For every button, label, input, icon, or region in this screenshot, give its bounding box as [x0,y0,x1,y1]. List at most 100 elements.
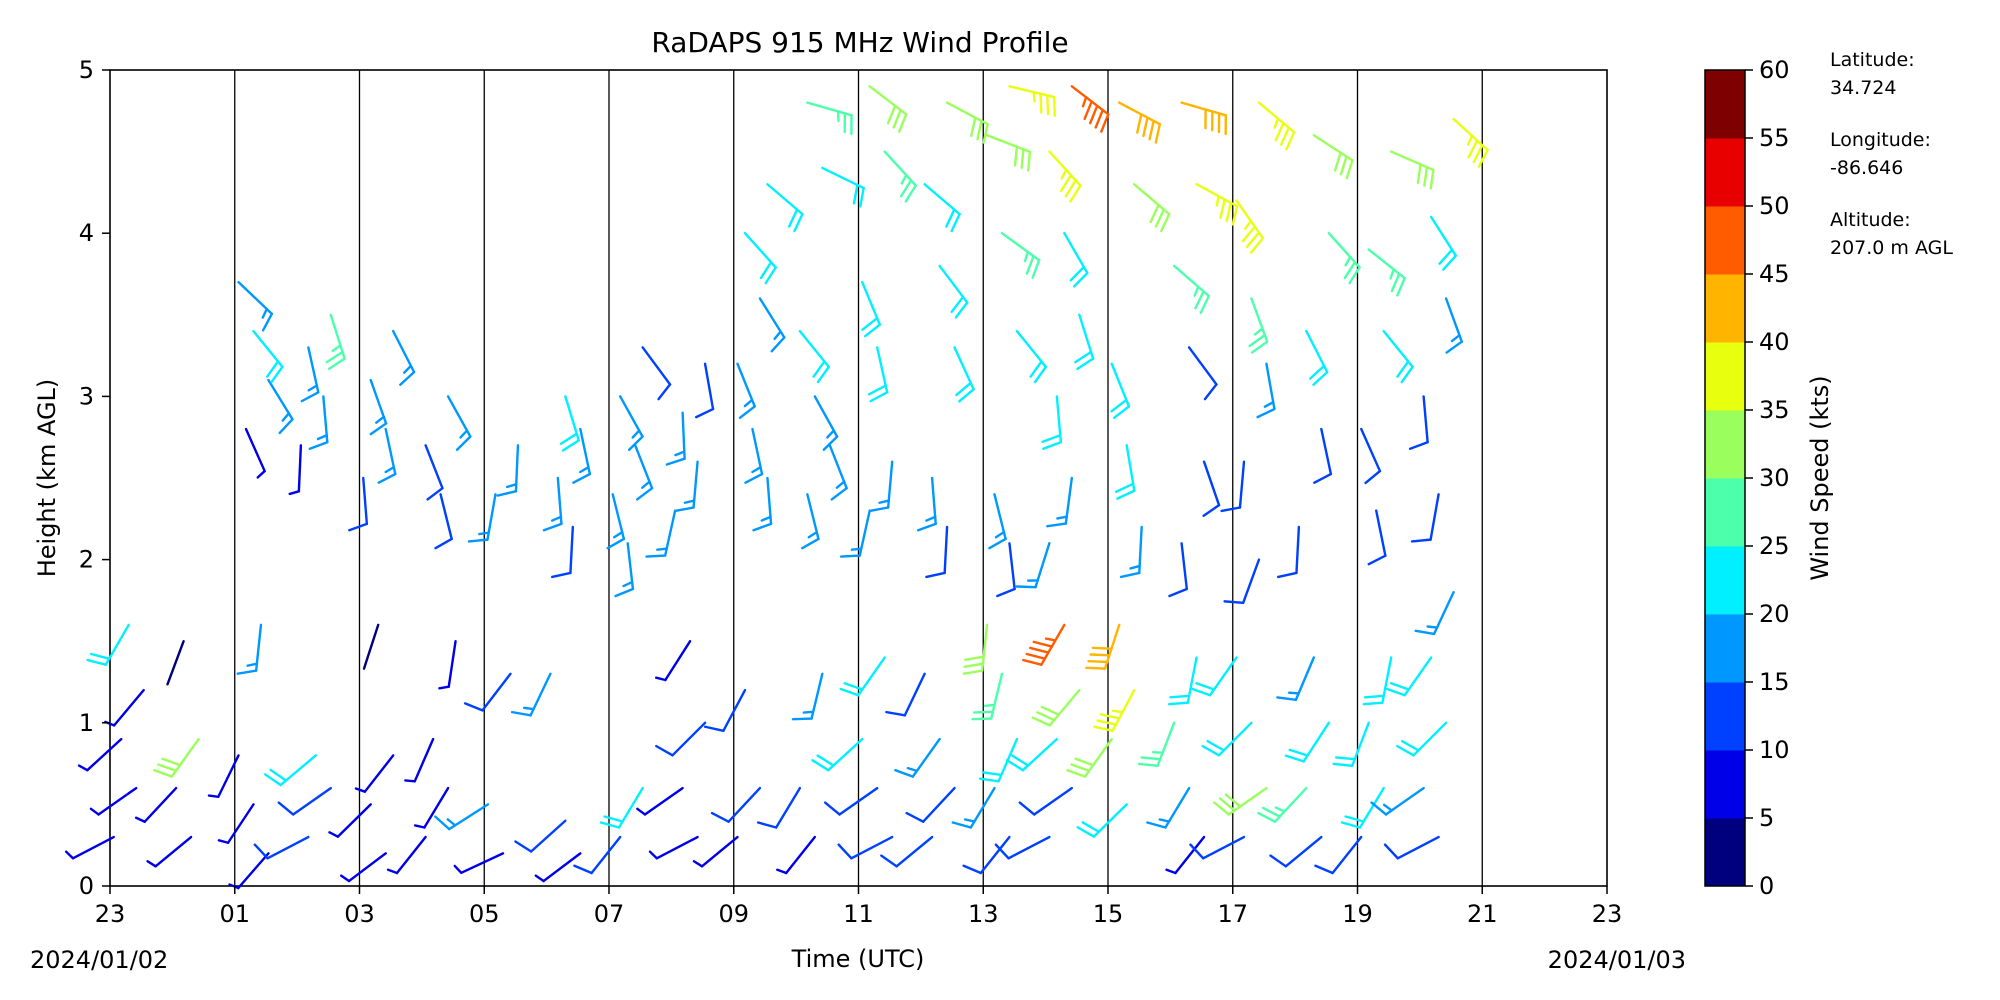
barb-feather [1046,522,1068,528]
barb-feather [1218,797,1236,812]
barb-feather [1396,360,1410,378]
wind-barb [1063,231,1089,288]
barb-feather [950,212,961,233]
wind-barb [1022,623,1066,666]
barb-shaft [850,835,894,860]
barb-feather [399,370,416,386]
wind-barb [791,672,824,721]
barb-feather [1410,538,1432,543]
barb-feather [823,801,841,816]
barb-feather [1213,801,1230,816]
wind-barb [1146,786,1191,829]
colorbar-tick-label: 20 [1759,600,1790,628]
wind-barb [736,362,756,419]
barb-half-feather [446,818,457,827]
wind-barb [207,754,240,798]
barb-shaft [237,852,270,890]
barb-feather [1276,696,1298,702]
barb-half-feather [534,874,545,883]
wind-barb [648,835,699,860]
barb-shaft [838,786,879,816]
barb-feather [1472,144,1484,164]
barb-feather [898,113,908,133]
colorbar-tick-label: 40 [1759,328,1790,356]
barb-feather [1137,762,1159,767]
barb-shaft [1320,427,1333,476]
barb-feather [1438,248,1454,265]
barb-feather [1363,694,1385,699]
barb-feather [904,184,917,203]
barb-feather [1011,754,1030,767]
barb-feather [964,655,985,661]
barb-shaft [86,737,123,772]
wind-barb [300,346,320,403]
x-tick-label: 13 [968,900,999,928]
wind-barb [1074,313,1095,371]
barb-feather [426,486,444,501]
barb-half-feather [1081,96,1088,108]
barb-feather [1389,682,1410,691]
barb-feather [1248,333,1267,348]
colorbar: 0 5 10 15 20 25 30 35 40 45 50 55 60 [1704,56,1790,900]
colorbar-tick-label: 30 [1759,464,1790,492]
wind-barb [1076,803,1128,838]
wind-barb [985,134,1032,172]
wind-barb [971,672,1004,721]
barb-half-feather [328,831,340,838]
barb-feather [978,777,1000,783]
barb-shaft [979,835,1011,875]
wind-barb [134,786,178,823]
wind-barb [806,101,853,136]
barb-half-feather [316,434,328,441]
wind-barb [978,737,1019,783]
wind-barb [166,640,185,686]
barb-feather [703,725,725,732]
barb-shaft [703,362,715,411]
wind-barb [673,460,699,513]
wind-barb [1396,721,1448,757]
barb-feather [1036,711,1056,722]
wind-barb [1180,101,1228,136]
wind-barb [1314,835,1363,875]
barb-feather [1245,231,1261,249]
barb-shaft [569,525,575,575]
wind-barb [64,835,115,860]
y-tick-label: 4 [79,219,94,247]
wind-barb [228,852,270,890]
x-tick-label: 09 [718,900,749,928]
barb-half-feather [438,685,450,690]
barb-feather [1110,398,1128,413]
colorbar-segment [1705,478,1745,547]
y-axis-label: Height (km AGL) [33,379,61,578]
barb-feather [1031,259,1041,279]
barb-half-feather [648,850,658,860]
barb-feather [1334,756,1356,761]
wind-barb [1327,231,1361,285]
barb-feather [738,405,756,419]
x-tick-label: 23 [95,900,126,928]
barb-feather [852,183,859,205]
longitude-value: -86.646 [1830,157,1903,179]
barb-feather [1370,801,1388,816]
barb-feather [1089,653,1111,657]
barb-feather [916,522,937,532]
wind-barb [1015,329,1048,384]
x-tick-label: 07 [594,900,625,928]
wind-barb [1257,786,1308,823]
wind-barb [277,786,333,816]
wind-barb [369,378,388,436]
barb-feather [1148,119,1155,141]
colorbar-segment [1705,614,1745,683]
wind-barb [692,835,739,868]
wind-barb [1360,427,1382,485]
x-tick-label: 05 [469,900,500,928]
wind-barb [1223,558,1261,605]
barb-feather [1396,744,1415,757]
barb-feather [1250,340,1269,354]
barb-feather [1026,150,1032,172]
wind-barb [828,444,848,501]
barb-feather [1269,854,1288,868]
barb-feather [801,537,820,550]
barb-feather [744,472,764,484]
wind-barb [756,786,802,829]
